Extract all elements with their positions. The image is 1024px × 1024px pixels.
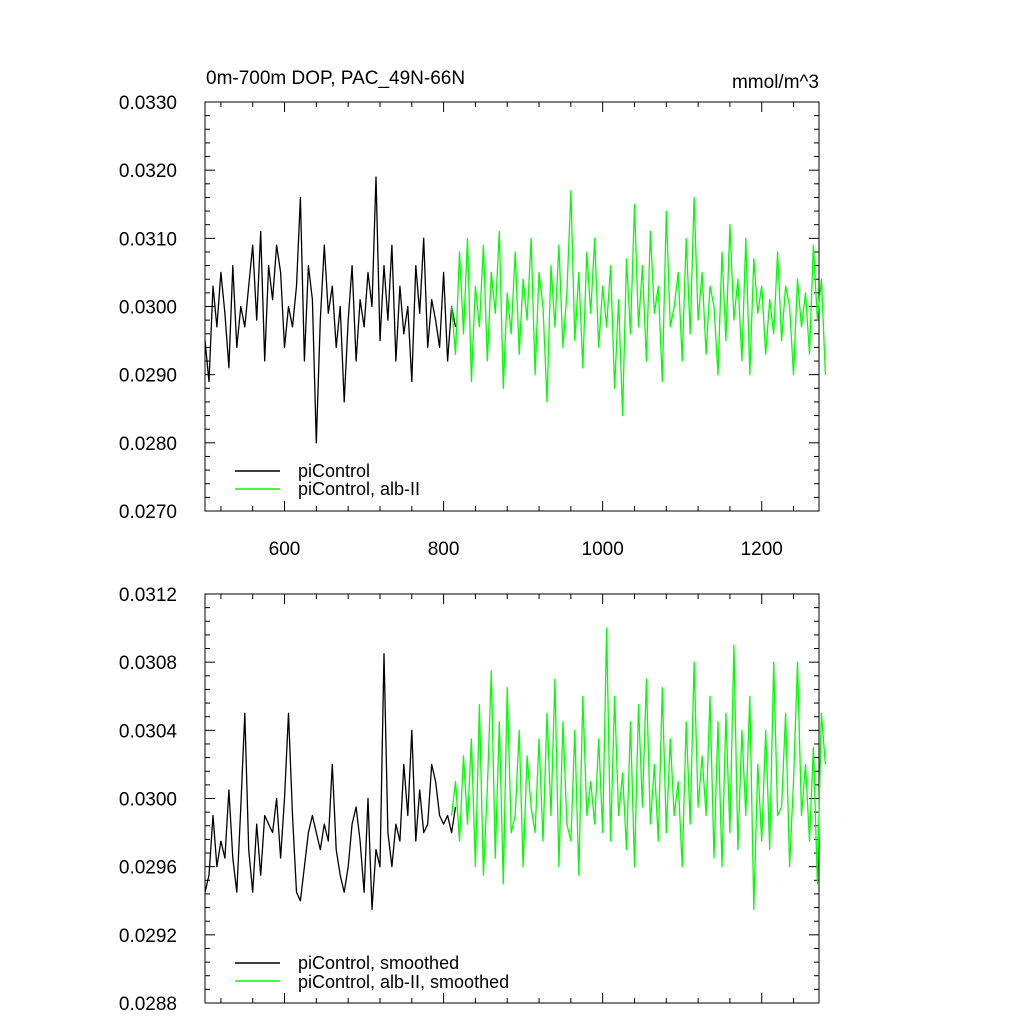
bottom-panel: 0.0288 0.0292 0.0296 0.0300 0.0304 0.0308 0.03…	[119, 585, 827, 1015]
bottom-plot-frame	[204, 593, 820, 1004]
bottom-series-lines	[204, 627, 827, 910]
y-tick-label: 0.0312	[119, 585, 177, 606]
x-tick-label: 600	[269, 539, 301, 560]
x-tick-label: 800	[428, 539, 460, 560]
series-line-alb-ii-smoothed	[450, 627, 827, 910]
legend-label-alb-ii: piControl, alb-II	[298, 479, 420, 499]
y-tick-label: 0.0300	[119, 790, 177, 811]
y-tick-label: 0.0310	[119, 229, 177, 250]
units-label: mmol/m^3	[732, 72, 819, 93]
top-panel: 0.0270 0.0280 0.0290 0.0300 0.0310 0.0320 0.03…	[119, 68, 827, 560]
y-tick-label: 0.0288	[119, 994, 177, 1015]
y-tick-label: 0.0290	[119, 366, 177, 387]
series-line-picontrol	[204, 176, 457, 444]
y-tick-label: 0.0292	[119, 926, 177, 947]
legend-label-picontrol-smoothed: piControl, smoothed	[298, 953, 459, 973]
x-tick-label: 1200	[741, 539, 783, 560]
y-tick-label: 0.0304	[119, 721, 178, 742]
top-legend: piControl piControl, alb-II	[235, 461, 420, 499]
y-tick-label: 0.0320	[119, 161, 177, 182]
top-y-axis: 0.0270 0.0280 0.0290 0.0300 0.0310 0.0320 0.03…	[119, 93, 819, 523]
bottom-x-axis	[220, 594, 795, 1003]
x-tick-label: 1000	[582, 539, 624, 560]
series-line-alb-ii	[450, 189, 827, 417]
y-tick-label: 0.0300	[119, 298, 177, 319]
top-x-axis: 600 800 1000 1200	[220, 102, 795, 560]
legend-label-alb-ii-smoothed: piControl, alb-II, smoothed	[298, 972, 509, 992]
bottom-y-axis: 0.0288 0.0292 0.0296 0.0300 0.0304 0.0308 0.03…	[119, 585, 819, 1015]
bottom-legend: piControl, smoothed piControl, alb-II, s…	[235, 953, 509, 992]
y-tick-label: 0.0296	[119, 858, 177, 879]
y-tick-label: 0.0280	[119, 434, 177, 455]
y-tick-label: 0.0308	[119, 653, 177, 674]
series-line-picontrol-smoothed	[204, 652, 457, 910]
top-series-lines	[204, 176, 827, 444]
y-tick-label: 0.0270	[119, 502, 177, 523]
chart-title: 0m-700m DOP, PAC_49N-66N	[206, 68, 465, 89]
legend-label-picontrol: piControl	[298, 461, 370, 481]
y-tick-label: 0.0330	[119, 93, 177, 114]
